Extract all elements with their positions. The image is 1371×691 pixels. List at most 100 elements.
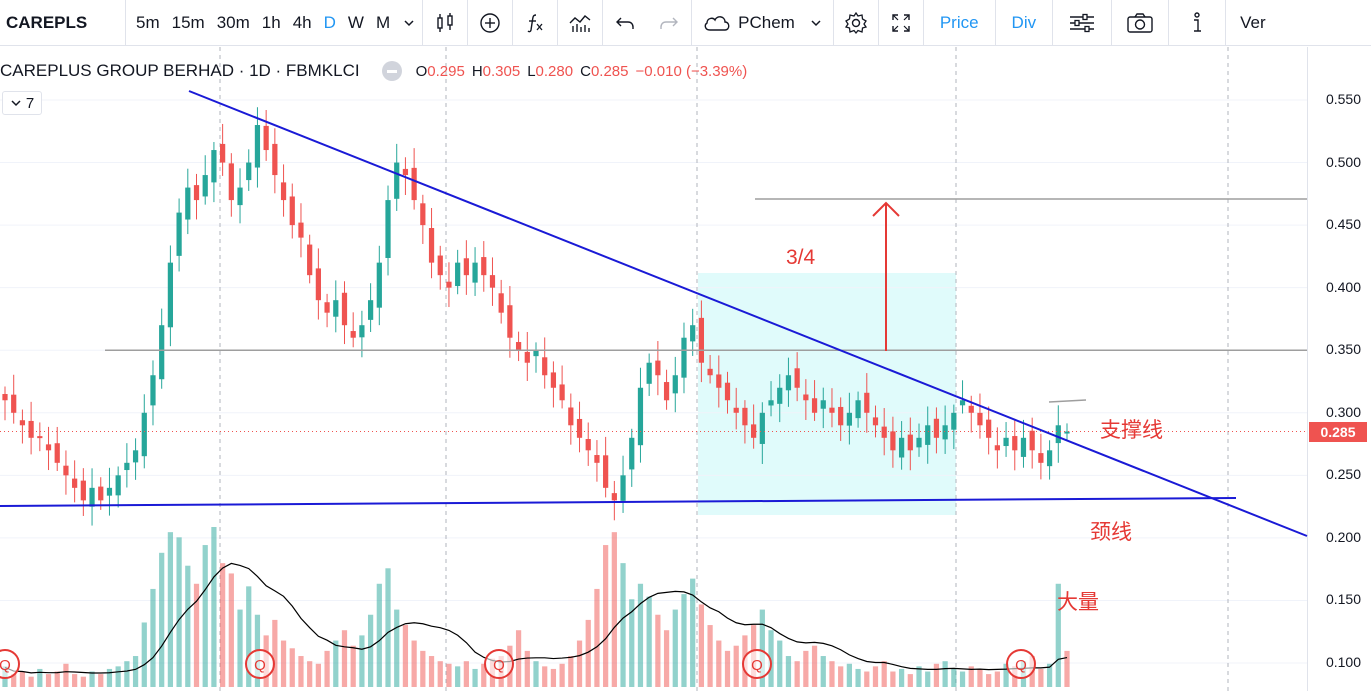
chart-properties-button[interactable] [1053, 0, 1111, 46]
indicators-button[interactable] [513, 0, 557, 46]
candle [324, 302, 330, 313]
volume-bar [211, 527, 217, 687]
event-marker[interactable]: Q [0, 649, 20, 679]
indicator-count: 7 [25, 94, 35, 112]
volume-bar [959, 671, 966, 687]
interval-dropdown[interactable] [396, 0, 422, 46]
volume-bar [1003, 663, 1009, 687]
volume-bar [106, 668, 113, 687]
interval-m[interactable]: M [375, 12, 391, 32]
volume-bar [994, 671, 1000, 687]
volume-bar [864, 671, 870, 687]
candle [820, 400, 826, 409]
ver-button[interactable]: Ver [1240, 12, 1266, 32]
candles-icon [437, 12, 453, 32]
volume-bar [37, 668, 43, 687]
fraction-annotation: 3/4 [786, 246, 816, 269]
volume-bar [550, 668, 557, 687]
event-marker-label: Q [751, 657, 763, 674]
fullscreen-button[interactable] [879, 0, 923, 46]
candle [951, 412, 957, 430]
volume-bar [11, 674, 17, 687]
volume-bar [759, 609, 765, 687]
candle [1046, 450, 1053, 467]
volume-bar [124, 661, 130, 687]
volume-bar [350, 645, 356, 687]
candle [420, 203, 426, 226]
candle [585, 439, 591, 451]
event-marker-label: Q [493, 657, 505, 674]
indicators-toggle-button[interactable]: 7 [2, 91, 42, 115]
candle [289, 196, 295, 226]
descending-trendline [188, 90, 1308, 537]
candle [959, 400, 966, 406]
event-marker[interactable]: Q [742, 649, 772, 679]
volume-bar [785, 656, 792, 687]
volume-bar [568, 656, 574, 687]
price-button[interactable]: Price [939, 12, 979, 32]
settings-button[interactable] [834, 0, 878, 46]
undo-button[interactable] [603, 0, 647, 46]
volume-bar [655, 614, 661, 687]
candle [489, 275, 496, 288]
fx-icon [527, 13, 543, 32]
candle [1020, 437, 1027, 457]
candle [298, 222, 304, 238]
chart-type-button[interactable] [423, 0, 467, 46]
interval-5m[interactable]: 5m [136, 12, 160, 32]
event-marker[interactable]: Q [245, 649, 275, 679]
price-tick-label: 0.100 [1325, 654, 1361, 670]
candle [977, 412, 983, 426]
volume-bar [629, 599, 635, 687]
interval-4h[interactable]: 4h [292, 12, 312, 32]
volume-bar [838, 666, 844, 687]
price-tick-label: 0.550 [1325, 91, 1361, 107]
candle [1038, 453, 1044, 463]
interval-1h[interactable]: 1h [261, 12, 281, 32]
symbol-search[interactable]: CAREPLS [0, 0, 126, 46]
interval-15m[interactable]: 15m [171, 12, 205, 32]
legend-title: CAREPLUS GROUP BERHAD · 1D · FBMKLCI [0, 61, 360, 80]
snapshot-button[interactable] [1112, 0, 1168, 46]
candle [611, 493, 617, 501]
volume-bar [646, 596, 652, 687]
legend-open-key: O [415, 62, 428, 80]
candle [707, 368, 713, 376]
interval-30m[interactable]: 30m [216, 12, 250, 32]
event-marker[interactable]: Q [1006, 649, 1036, 679]
volume-bar [898, 668, 905, 687]
templates-button[interactable] [558, 0, 602, 46]
candle [254, 125, 261, 168]
volume-bar [637, 583, 644, 687]
candle [881, 426, 887, 438]
event-marker-label: Q [1015, 657, 1027, 674]
compare-button[interactable] [468, 0, 512, 46]
div-button[interactable]: Div [1011, 12, 1037, 32]
price-tick-label: 0.200 [1325, 528, 1361, 545]
volume-bar [663, 630, 670, 687]
candle [176, 212, 182, 256]
indicators-icon [569, 14, 591, 32]
volume-bar [542, 666, 548, 687]
candle [228, 163, 234, 201]
compare-symbol-button[interactable]: PChem [692, 0, 833, 46]
event-marker[interactable]: Q [484, 649, 514, 679]
candle [690, 325, 696, 342]
volume-bar [385, 568, 391, 687]
candle [54, 443, 60, 463]
interval-d[interactable]: D [323, 12, 336, 32]
interval-w[interactable]: W [347, 12, 364, 32]
volume-bar [333, 640, 339, 687]
info-button[interactable] [1169, 0, 1225, 46]
legend-minimize-button[interactable] [381, 61, 402, 81]
volume-bar [115, 666, 121, 687]
chevron-down-icon [404, 19, 414, 26]
candle [350, 331, 356, 338]
redo-button[interactable] [647, 0, 691, 46]
candle [603, 455, 609, 488]
short-level-line [1048, 399, 1087, 403]
candle [376, 262, 382, 308]
candle [150, 375, 156, 406]
